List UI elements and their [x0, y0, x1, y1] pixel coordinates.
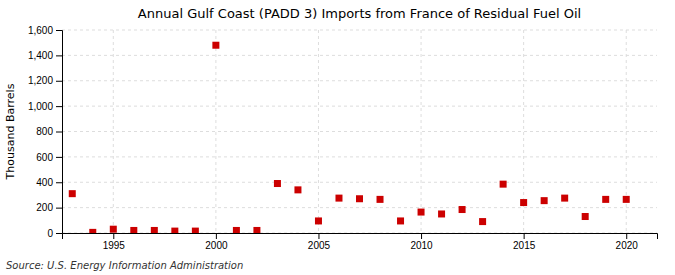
point	[438, 210, 445, 217]
point	[520, 199, 527, 206]
x-tick-label: 1995	[103, 240, 126, 251]
point	[69, 190, 76, 197]
point	[377, 196, 384, 203]
grid-line-x	[421, 30, 422, 233]
title: Annual Gulf Coast (PADD 3) Imports from …	[138, 6, 581, 21]
y-tick: 800	[36, 126, 62, 137]
y-tick-mark	[56, 55, 62, 56]
point	[561, 195, 568, 202]
y-tick: 0	[47, 228, 62, 239]
y-tick-label: 1,600	[28, 25, 53, 36]
y-tick-mark	[56, 208, 62, 209]
x-tick: 2000	[205, 233, 228, 251]
x-tick-label: 2005	[308, 240, 331, 251]
plot: 1995 2000 2005 2010 2015 2020 0 200 400 600 800 1,0…	[28, 25, 658, 251]
grid	[62, 30, 657, 233]
grid-line-x	[318, 30, 319, 233]
x-tick-mark	[318, 233, 319, 239]
grid-line-y	[62, 55, 657, 56]
y-tick: 200	[36, 202, 62, 213]
x-axis: 1995 2000 2005 2010 2015 2020	[63, 233, 658, 251]
grid-line-y	[62, 207, 657, 208]
y-axis-line	[56, 31, 63, 234]
x-tick: 2020	[616, 233, 639, 251]
grid-line-y	[62, 131, 657, 132]
y-tick-mark	[56, 182, 62, 183]
y-tick-label: 200	[36, 202, 53, 213]
point	[253, 227, 260, 233]
x-axis-line	[63, 234, 658, 240]
x-tick-label: 2010	[410, 240, 433, 251]
y-tick-mark	[56, 132, 62, 133]
y-tick-mark	[56, 106, 62, 107]
grid-line-y	[62, 106, 657, 107]
point	[315, 217, 322, 224]
point	[171, 228, 178, 233]
source-note: Source: U.S. Energy Information Administ…	[6, 260, 243, 271]
y-tick-label: 1,000	[28, 101, 53, 112]
x-tick-label: 2000	[205, 240, 228, 251]
point	[479, 218, 486, 225]
y-tick-label: 1,200	[28, 75, 53, 86]
x-tick: 1995	[103, 233, 126, 251]
y-tick-mark	[56, 157, 62, 158]
x-tick: 2015	[513, 233, 536, 251]
y-tick: 400	[36, 177, 62, 188]
grid-line-y	[62, 30, 657, 31]
y-tick-mark	[56, 233, 62, 234]
points	[69, 42, 630, 233]
x-tick-mark	[421, 233, 422, 239]
point	[500, 181, 507, 188]
point	[212, 42, 219, 49]
point	[582, 213, 589, 220]
y-tick: 600	[36, 152, 62, 163]
y-tick-mark	[56, 81, 62, 82]
x-tick-label: 2020	[616, 240, 639, 251]
x-tick-mark	[626, 233, 627, 239]
point	[541, 197, 548, 204]
point	[130, 227, 137, 233]
point	[89, 229, 96, 233]
y-axis-title: Thousand Barrels	[4, 83, 17, 180]
x-tick: 2010	[410, 233, 433, 251]
grid-line-y	[62, 156, 657, 157]
point	[335, 195, 342, 202]
point	[274, 180, 281, 187]
y-tick-label: 800	[36, 126, 53, 137]
point	[356, 195, 363, 202]
y-tick-label: 600	[36, 152, 53, 163]
grid-line-x	[113, 30, 114, 233]
y-tick: 1,200	[28, 75, 62, 86]
point	[233, 227, 240, 233]
point	[151, 227, 158, 233]
y-tick: 1,000	[28, 101, 62, 112]
grid-line-y	[62, 182, 657, 183]
y-tick: 1,600	[28, 25, 62, 36]
x-tick-label: 2015	[513, 240, 536, 251]
y-tick-label: 1,400	[28, 50, 53, 61]
point	[294, 186, 301, 193]
point	[397, 217, 404, 224]
point	[418, 209, 425, 216]
point	[110, 226, 117, 233]
y-tick-label: 0	[47, 228, 53, 239]
point	[623, 196, 630, 203]
y-tick-mark	[56, 30, 62, 31]
grid-line-y	[62, 80, 657, 81]
x-tick: 2005	[308, 233, 331, 251]
x-tick-mark	[113, 233, 114, 239]
point	[192, 228, 199, 233]
x-tick-mark	[524, 233, 525, 239]
grid-line-x	[215, 30, 216, 233]
x-tick-mark	[216, 233, 217, 239]
point	[602, 196, 609, 203]
y-tick: 1,400	[28, 50, 62, 61]
y-tick-label: 400	[36, 177, 53, 188]
chart: 1995 2000 2005 2010 2015 2020 0 200 400 600 800 1,0…	[0, 0, 675, 275]
y-axis: 0 200 400 600 800 1,000 1,200 1,400 1,600	[28, 25, 63, 239]
point	[459, 206, 466, 213]
